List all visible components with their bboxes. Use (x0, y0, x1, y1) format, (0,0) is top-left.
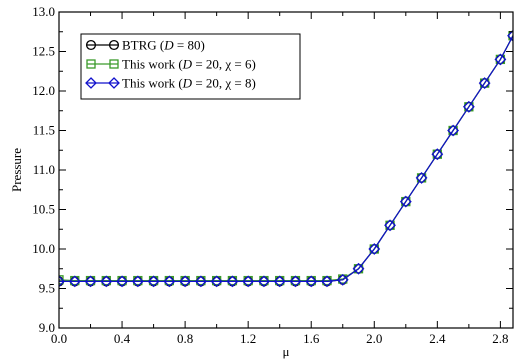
y-axis-label: Pressure (9, 148, 24, 192)
data-point (147, 275, 160, 288)
y-tick-label: 10.0 (32, 241, 55, 256)
data-point (100, 275, 113, 288)
legend-marker (85, 39, 97, 51)
data-point (353, 264, 364, 274)
data-point (116, 275, 128, 288)
legend-entry: This work (D = 20, χ = 6) (86, 57, 256, 72)
y-tick-label: 13.0 (32, 4, 55, 19)
x-tick-label: 0.4 (114, 331, 131, 346)
ticks-layer (58, 11, 513, 329)
x-tick-label: 0.0 (51, 331, 67, 346)
x-tick-label: 2.8 (492, 331, 508, 346)
data-point (464, 102, 474, 112)
legend-label: This work (D = 20, χ = 6) (122, 57, 256, 72)
legend-marker (85, 77, 97, 89)
data-point (462, 100, 475, 113)
legend-marker (108, 39, 120, 51)
x-tick-label: 1.6 (303, 331, 320, 346)
series-3 (59, 29, 513, 288)
data-point (431, 148, 444, 161)
series-line (59, 35, 513, 282)
legend-marker (108, 77, 120, 89)
data-point (210, 275, 223, 288)
x-axis-label: μ (283, 344, 290, 359)
data-point (336, 273, 349, 286)
data-point (416, 173, 427, 183)
data-point (507, 29, 513, 42)
y-tick-label: 12.5 (32, 44, 55, 59)
data-point (163, 275, 176, 288)
data-point (179, 275, 192, 288)
data-point (369, 244, 379, 254)
data-point (242, 275, 255, 288)
data-point (352, 262, 365, 275)
data-point (84, 275, 97, 288)
legend-marker (86, 59, 96, 69)
data-point (494, 53, 507, 66)
data-point (258, 275, 270, 288)
data-point (194, 275, 207, 288)
data-point (368, 243, 381, 255)
legend-entry: BTRG (D = 80) (85, 38, 205, 53)
y-tick-label: 9.5 (39, 281, 55, 296)
x-tick-label: 1.2 (240, 331, 256, 346)
legend-marker (109, 59, 119, 69)
data-point (399, 195, 412, 208)
legend-entry: This work (D = 20, χ = 8) (85, 76, 256, 91)
data-point (507, 30, 513, 41)
data-point (479, 78, 490, 88)
y-tick-label: 11.0 (33, 162, 55, 177)
data-point (401, 196, 411, 207)
y-tick-label: 12.0 (32, 83, 55, 98)
data-point (447, 124, 460, 137)
x-tick-label: 2.4 (429, 331, 446, 346)
data-point (415, 171, 428, 184)
x-tick-label: 2.0 (366, 331, 382, 346)
y-tick-label: 11.5 (33, 123, 55, 138)
tick-labels-layer: 0.0 0.4 0.8 1.2 1.6 2.0 2.4 2.8 9.0 9.5 10.0 10.5 11… (32, 4, 508, 346)
data-point (385, 220, 395, 230)
x-tick-label: 0.8 (177, 331, 193, 346)
data-point (59, 275, 65, 288)
data-point (305, 275, 318, 288)
data-point (432, 149, 442, 159)
legend-label: BTRG (D = 80) (122, 38, 205, 53)
data-point (289, 275, 302, 288)
data-point (321, 275, 333, 288)
y-tick-label: 10.5 (32, 202, 55, 217)
data-point (226, 275, 239, 288)
legend-label: This work (D = 20, χ = 8) (122, 76, 256, 91)
data-point (508, 31, 513, 41)
data-point (68, 275, 81, 288)
data-point (478, 77, 491, 90)
data-point (131, 275, 144, 288)
data-point (273, 275, 286, 288)
legend: BTRG (D = 80) This work (D = 20, χ = 6) Th… (80, 33, 301, 100)
data-point (495, 54, 506, 65)
data-point (384, 219, 396, 232)
series-layer (59, 29, 513, 288)
y-tick-label: 9.0 (39, 320, 55, 335)
data-point (448, 125, 458, 136)
